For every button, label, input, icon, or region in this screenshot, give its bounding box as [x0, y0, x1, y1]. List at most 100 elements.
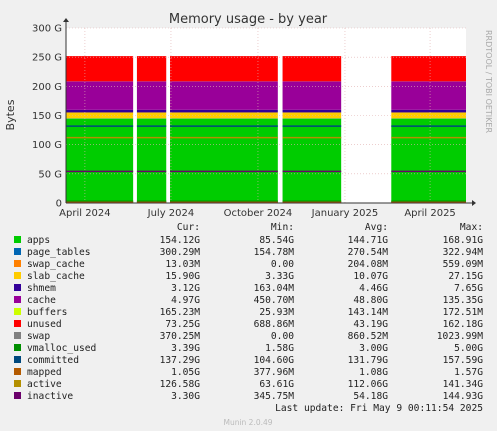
legend-swatch-mapped — [14, 368, 21, 375]
legend-swatch-page_tables — [14, 248, 21, 255]
y-tick-label: 200 G — [32, 82, 62, 93]
y-tick-label: 50 G — [38, 169, 62, 180]
legend-avg-swap_cache: 204.08M — [348, 259, 389, 270]
area-unused-2 — [170, 56, 278, 82]
legend-min-vmalloc_used: 1.58G — [265, 343, 294, 354]
col-header-cur: Cur: — [177, 222, 200, 233]
legend-min-page_tables: 154.78M — [254, 247, 295, 258]
legend-swatch-swap_cache — [14, 260, 21, 267]
legend-avg-page_tables: 270.54M — [348, 247, 389, 258]
legend-name-swap: swap — [27, 331, 50, 342]
legend-swatch-swap — [14, 332, 21, 339]
legend-name-shmem: shmem — [27, 283, 56, 294]
area-shmem-4 — [391, 109, 466, 113]
legend-swatch-inactive — [14, 392, 21, 399]
legend-cur-cache: 4.97G — [171, 295, 200, 306]
legend-name-unused: unused — [27, 319, 62, 330]
col-header-max: Max: — [460, 222, 483, 233]
legend-cur-slab_cache: 15.90G — [165, 271, 200, 282]
legend-max-swap_cache: 559.09M — [443, 259, 484, 270]
y-tick-label: 250 G — [32, 53, 62, 64]
legend-max-vmalloc_used: 5.00G — [454, 343, 483, 354]
area-unused-0 — [66, 56, 134, 82]
x-axis-arrow — [472, 200, 476, 206]
legend-name-cache: cache — [27, 295, 56, 306]
area-shmem-0 — [66, 109, 134, 113]
chart-title: Memory usage - by year — [169, 12, 328, 27]
legend-avg-apps: 144.71G — [348, 235, 389, 246]
area-unused-4 — [391, 56, 466, 82]
legend-name-buffers: buffers — [27, 307, 67, 318]
legend-max-slab_cache: 27.15G — [448, 271, 483, 282]
area-slab_cache-3 — [282, 112, 342, 119]
x-tick-label: April 2024 — [59, 208, 110, 219]
legend-min-apps: 85.54G — [259, 235, 294, 246]
legend-name-vmalloc_used: vmalloc_used — [27, 343, 96, 354]
y-axis-label: Bytes — [4, 99, 17, 130]
col-header-avg: Avg: — [365, 222, 388, 233]
legend-swatch-vmalloc_used — [14, 344, 21, 351]
legend-max-cache: 135.35G — [443, 295, 484, 306]
legend-avg-unused: 43.19G — [353, 319, 388, 330]
legend-min-mapped: 377.96M — [254, 367, 295, 378]
area-cache-4 — [391, 81, 466, 110]
legend-name-inactive: inactive — [27, 391, 73, 402]
legend-min-swap: 0.00 — [271, 331, 294, 342]
area-shmem-3 — [282, 109, 342, 113]
legend-min-active: 63.61G — [259, 379, 294, 390]
legend-min-swap_cache: 0.00 — [271, 259, 294, 270]
y-tick-label: 0 — [56, 199, 62, 210]
area-apps-2 — [170, 118, 278, 203]
legend-max-unused: 162.18G — [443, 319, 484, 330]
legend-swatch-active — [14, 380, 21, 387]
legend-avg-slab_cache: 10.07G — [353, 271, 388, 282]
legend-max-committed: 157.59G — [443, 355, 484, 366]
legend-cur-shmem: 3.12G — [171, 283, 200, 294]
legend-min-unused: 688.86M — [254, 319, 295, 330]
legend-cur-apps: 154.12G — [160, 235, 201, 246]
legend-cur-vmalloc_used: 3.39G — [171, 343, 200, 354]
area-unused-1 — [136, 56, 167, 82]
legend-name-mapped: mapped — [27, 367, 62, 378]
legend-avg-active: 112.06G — [348, 379, 389, 390]
legend-avg-buffers: 143.14M — [348, 307, 389, 318]
legend-max-swap: 1023.99M — [437, 331, 483, 342]
legend-min-inactive: 345.75M — [254, 391, 295, 402]
legend-max-inactive: 144.93G — [443, 391, 484, 402]
legend-avg-vmalloc_used: 3.00G — [359, 343, 388, 354]
area-cache-0 — [66, 81, 134, 110]
legend-max-page_tables: 322.94M — [443, 247, 484, 258]
rrdtool-credit: RRDTOOL / TOBI OETIKER — [484, 30, 493, 133]
legend-max-shmem: 7.65G — [454, 283, 483, 294]
legend-name-page_tables: page_tables — [27, 247, 91, 258]
legend-max-buffers: 172.51M — [443, 307, 484, 318]
y-tick-label: 150 G — [32, 111, 62, 122]
legend-swatch-buffers — [14, 308, 21, 315]
area-unused-3 — [282, 56, 342, 82]
area-slab_cache-4 — [391, 112, 466, 119]
legend-cur-buffers: 165.23M — [160, 307, 201, 318]
last-update: Last update: Fri May 9 00:11:54 2025 — [275, 403, 483, 414]
legend-min-cache: 450.70M — [254, 295, 295, 306]
legend-max-apps: 168.91G — [443, 235, 484, 246]
legend-avg-swap: 860.52M — [348, 331, 389, 342]
y-tick-label: 300 G — [32, 24, 62, 35]
area-cache-1 — [136, 81, 167, 110]
area-apps-1 — [136, 118, 167, 203]
legend-cur-swap: 370.25M — [160, 331, 201, 342]
munin-version: Munin 2.0.49 — [223, 418, 272, 427]
legend-avg-committed: 131.79G — [348, 355, 389, 366]
legend-cur-inactive: 3.30G — [171, 391, 200, 402]
legend-name-active: active — [27, 379, 62, 390]
x-tick-label: January 2025 — [311, 208, 379, 219]
legend-name-slab_cache: slab_cache — [27, 271, 85, 282]
area-apps-0 — [66, 118, 134, 203]
legend-swatch-slab_cache — [14, 272, 21, 279]
area-apps-4 — [391, 118, 466, 203]
legend-avg-shmem: 4.46G — [359, 283, 388, 294]
legend-cur-unused: 73.25G — [165, 319, 200, 330]
area-apps-3 — [282, 118, 342, 203]
area-shmem-1 — [136, 109, 167, 113]
legend-max-mapped: 1.57G — [454, 367, 483, 378]
x-tick-label: April 2025 — [404, 208, 455, 219]
